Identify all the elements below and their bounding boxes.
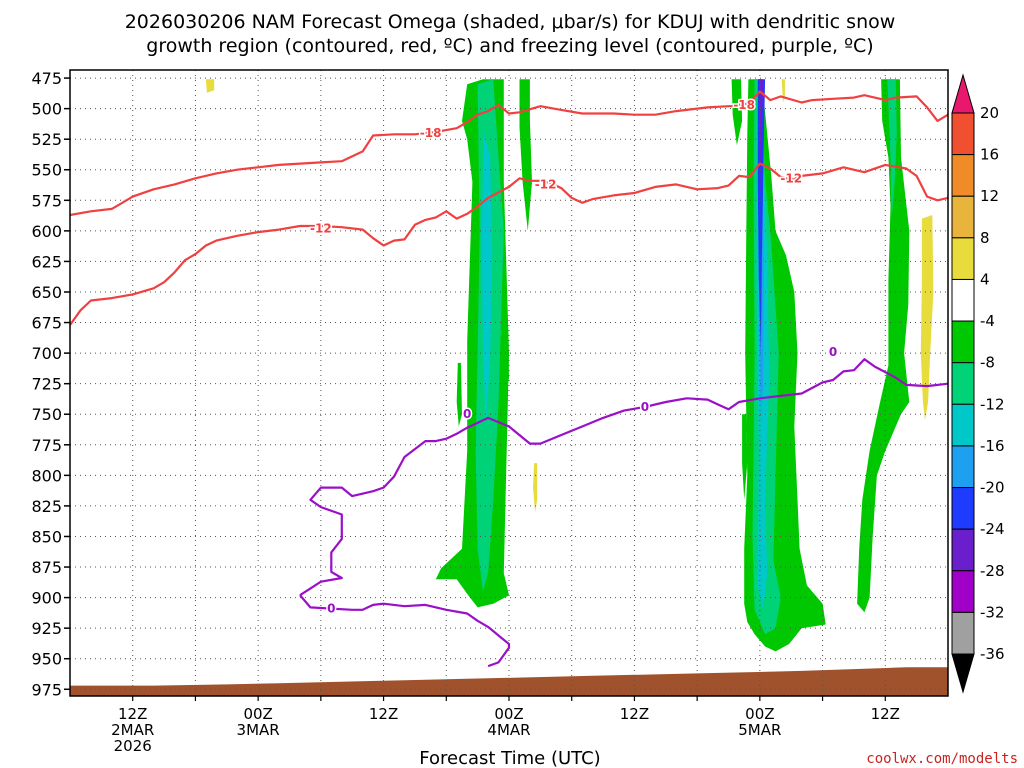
colorbar-swatch	[951, 154, 975, 197]
contour-label: -18	[733, 98, 755, 112]
y-tick-label: 700	[31, 344, 62, 363]
terrain-fill	[70, 667, 948, 696]
colorbar-swatch	[951, 362, 975, 405]
y-tick-label: 725	[31, 375, 62, 394]
omega-shade-region	[887, 79, 897, 219]
omega-shade-region	[742, 414, 748, 500]
omega-shade-region	[456, 362, 462, 427]
x-tick-label: 00Z 5MAR	[738, 705, 781, 739]
colorbar-label: 16	[980, 146, 999, 164]
omega-shade-region	[205, 79, 215, 93]
contour-label: 0	[641, 400, 649, 414]
colorbar-swatch	[951, 195, 975, 239]
contour-layer	[70, 90, 948, 668]
y-tick-label: 900	[31, 589, 62, 608]
contour-label: -12	[310, 221, 332, 235]
omega-shade-region	[731, 79, 743, 146]
x-axis-label: Forecast Time (UTC)	[419, 748, 600, 768]
x-tick-label: 12Z	[620, 705, 649, 723]
credit-text: coolwx.com/modelts	[866, 751, 1018, 767]
y-tick-label: 750	[31, 405, 62, 424]
omega-shade-region	[920, 215, 934, 421]
omega-shade-region	[857, 79, 910, 613]
x-tick-label: 12Z	[871, 705, 900, 723]
contour-line	[299, 594, 511, 668]
colorbar-swatch	[951, 570, 975, 613]
omega-shade-region	[502, 323, 509, 402]
y-tick-label: 775	[31, 436, 62, 455]
y-tick-label: 825	[31, 497, 62, 516]
colorbar-label: 4	[980, 270, 990, 288]
y-tick-label: 875	[31, 558, 62, 577]
colorbar-label: 12	[980, 187, 999, 205]
contour-label: 0	[463, 407, 471, 421]
y-tick-label: 975	[31, 680, 62, 699]
y-tick-label: 800	[31, 466, 62, 485]
y-tick-label: 475	[31, 69, 62, 88]
colorbar-label: -4	[980, 312, 995, 330]
omega-shade-region	[757, 79, 766, 354]
omega-shading-layer	[205, 79, 934, 652]
y-tick-label: 650	[31, 283, 62, 302]
plot-area: -18 -18 -12 -12 -12 0 0 0 0	[70, 70, 948, 696]
x-tick-label: 00Z 3MAR	[237, 705, 280, 739]
y-tick-label: 575	[31, 191, 62, 210]
colorbar-bottom-arrow	[951, 653, 975, 694]
x-tick-label: 00Z 4MAR	[487, 705, 530, 739]
chart-title-line1: 2026030206 NAM Forecast Omega (shaded, μ…	[125, 11, 896, 33]
y-tick-label: 850	[31, 527, 62, 546]
colorbar-swatch	[951, 403, 975, 447]
colorbar-swatch	[951, 445, 975, 489]
colorbar-label: -24	[980, 520, 1005, 538]
contour-line	[299, 358, 948, 597]
colorbar: 20 16 12 8 4 -4 -8 -12 -16 -20 -24 -28 -32 -36	[951, 73, 1005, 694]
x-tick-label: 12Z	[369, 705, 398, 723]
chart-title-line2: growth region (contoured, red, ºC) and f…	[146, 35, 873, 57]
colorbar-label: -32	[980, 603, 1005, 621]
y-tick-label: 525	[31, 130, 62, 149]
colorbar-label: -28	[980, 562, 1005, 580]
omega-shade-region	[533, 463, 538, 512]
y-tick-label: 925	[31, 619, 62, 638]
colorbar-label: -36	[980, 645, 1005, 663]
omega-shade-region	[758, 79, 763, 195]
colorbar-label: -20	[980, 479, 1005, 497]
colorbar-swatch	[951, 528, 975, 572]
y-tick-label: 550	[31, 161, 62, 180]
colorbar-label: -16	[980, 437, 1005, 455]
x-tick-label: 12Z 2MAR 2026	[111, 705, 154, 755]
colorbar-swatch	[951, 237, 975, 280]
colorbar-label: 8	[980, 229, 990, 247]
contour-label-layer: -18 -18 -12 -12 -12 0 0 0 0	[309, 96, 839, 617]
contour-label: -12	[780, 171, 802, 185]
contour-line	[70, 90, 948, 217]
contour-label: -18	[420, 126, 442, 140]
omega-shade-region	[519, 79, 532, 231]
y-axis: 475 500 525 550 575 600 625 650 675 700 725 750 775 8…	[31, 69, 70, 699]
y-tick-label: 600	[31, 222, 62, 241]
y-tick-label: 500	[31, 100, 62, 119]
colorbar-top-arrow	[951, 73, 975, 114]
omega-shade-region	[481, 133, 493, 427]
y-tick-label: 950	[31, 650, 62, 669]
colorbar-swatch	[951, 112, 975, 156]
colorbar-swatch	[951, 611, 975, 655]
colorbar-label: -12	[980, 395, 1005, 413]
contour-line	[70, 162, 948, 326]
y-tick-label: 625	[31, 252, 62, 271]
contour-label: 0	[829, 345, 837, 359]
contour-label: 0	[327, 602, 335, 616]
terrain-layer	[70, 667, 948, 696]
colorbar-label: -8	[980, 354, 995, 372]
colorbar-swatch	[951, 487, 975, 530]
y-tick-label: 675	[31, 314, 62, 333]
contour-label: -12	[535, 177, 557, 191]
colorbar-swatch	[951, 320, 975, 364]
colorbar-label: 20	[980, 104, 999, 122]
colorbar-swatch	[951, 278, 975, 322]
x-axis: 12Z 2MAR 2026 00Z 3MAR 12Z 00Z 4MAR 12Z 00Z 5MAR 12…	[111, 696, 900, 755]
